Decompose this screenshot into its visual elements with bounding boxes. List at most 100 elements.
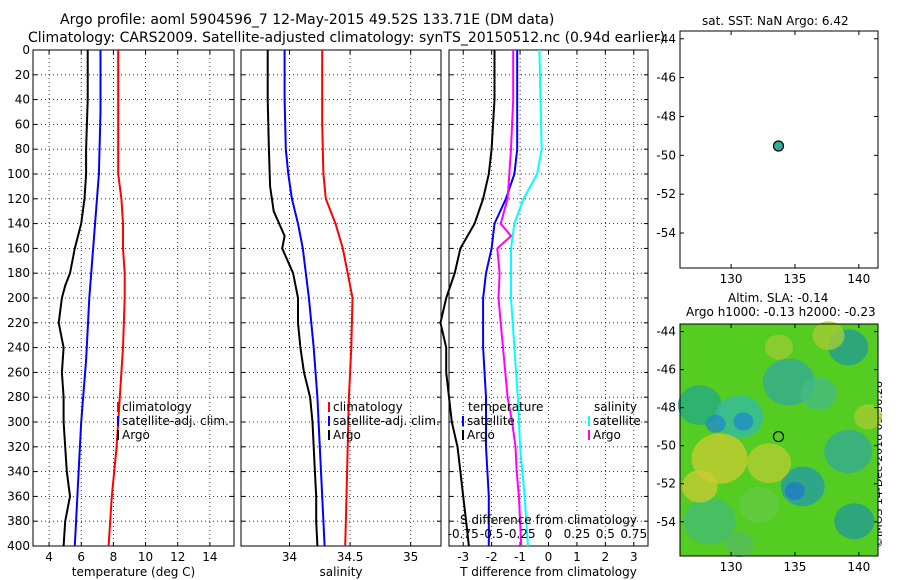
diff-s-tick-label: 0 [545, 527, 553, 541]
salinity-legend-label: satellite-adj. clim. [333, 414, 440, 428]
x-tick-label: -2 [486, 550, 498, 564]
diff-legend-salinity: salinity [594, 400, 637, 414]
sla-map-anomaly-blob [812, 321, 845, 350]
diff-s-tick-label: 0.5 [596, 527, 615, 541]
salinity-satellite-line [283, 50, 326, 547]
x-tick-label: 4 [45, 550, 53, 564]
x-tick-label: 0 [545, 550, 553, 564]
x-tick-label: 2 [602, 550, 610, 564]
diff-s-axis-label: S difference from climatology [460, 513, 637, 527]
y-tick-label: 0 [22, 43, 30, 57]
sst-map-y-tick-label: -50 [656, 148, 676, 162]
sla-map-anomaly-blob [733, 412, 754, 431]
sla-map-argo-point [772, 430, 785, 443]
sla-map-y-tick-label: -54 [656, 515, 676, 529]
y-tick-label: 220 [7, 316, 30, 330]
y-tick-label: 100 [7, 167, 30, 181]
title-line-2: Climatology: CARS2009. Satellite-adjuste… [28, 30, 666, 46]
salinity-legend-label: Argo [333, 428, 361, 442]
sst-map-y-tick-label: -52 [656, 187, 676, 201]
temperature-argo-line [57, 50, 89, 547]
sst-map-argo-point [772, 140, 785, 152]
diff-t-satellite-line [482, 50, 519, 546]
sst-map-y-tick-label: -54 [656, 226, 676, 240]
x-tick-label: 8 [110, 550, 118, 564]
diff-s-satellite-line [510, 49, 543, 547]
x-axis-label: salinity [319, 565, 362, 579]
x-tick-label: 6 [77, 550, 85, 564]
sla-map-anomaly-blob [854, 404, 883, 430]
temperature-climatology-line [107, 50, 126, 547]
x-tick-label: 3 [630, 550, 638, 564]
y-tick-label: 40 [15, 93, 30, 107]
diff-s-tick-label: -0.5 [480, 527, 503, 541]
temperature-legend-label: satellite-adj. clim. [122, 414, 229, 428]
diff-legend-t-argo: Argo [467, 428, 495, 442]
diff-legend-temperature: temperature [468, 400, 543, 414]
sla-map-x-tick-label: 130 [720, 560, 743, 574]
y-tick-label: 300 [7, 415, 30, 429]
sla-map-y-tick-label: -52 [656, 477, 676, 491]
sla-title: Altim. SLA: -0.14 [728, 291, 829, 305]
x-tick-label: 14 [202, 550, 217, 564]
y-tick-label: 160 [7, 241, 30, 255]
diff-s-tick-label: 0.25 [564, 527, 591, 541]
y-tick-label: 140 [7, 217, 30, 231]
y-tick-label: 80 [15, 142, 30, 156]
diff-legend-s-argo: Argo [593, 428, 621, 442]
sst-map-x-tick-label: 135 [784, 272, 807, 286]
salinity-argo-line [266, 50, 319, 547]
argo-h-title: Argo h1000: -0.13 h2000: -0.23 [686, 305, 876, 319]
sla-map-x-tick-label: 140 [847, 560, 870, 574]
sla-map-anomaly-blob [784, 482, 805, 501]
sla-map-y-tick-label: -50 [656, 439, 676, 453]
salinity-climatology-line [321, 50, 354, 547]
temperature-legend-label: climatology [122, 400, 192, 414]
diff-s-argo-line [496, 50, 523, 547]
diff-s-tick-label: -0.75 [448, 527, 479, 541]
x-axis-label: T difference from climatology [459, 565, 637, 579]
title-line-1: Argo profile: aoml 5904596_7 12-May-2015… [60, 12, 555, 28]
diff-s-tick-label: 0.75 [620, 527, 647, 541]
sla-map-y-tick-label: -46 [656, 363, 676, 377]
x-tick-label: 12 [170, 550, 185, 564]
y-tick-label: 340 [7, 465, 30, 479]
diff-legend-t-satellite: satellite [467, 414, 515, 428]
y-tick-label: 200 [7, 291, 30, 305]
x-tick-label: 1 [573, 550, 581, 564]
sst-map-y-tick-label: -46 [656, 71, 676, 85]
y-tick-label: 260 [7, 365, 30, 379]
diff-t-argo-line [439, 50, 496, 547]
diff-s-tick-label: -0.25 [505, 527, 536, 541]
sla-map-anomaly-blob [739, 486, 780, 523]
sla-map-anomaly-blob [705, 414, 726, 433]
temperature-legend-label: Argo [122, 428, 150, 442]
sla-map-frame [679, 323, 879, 557]
sla-map-y-tick-label: -44 [656, 325, 676, 339]
sst-map-frame [679, 30, 879, 269]
sst-title: sat. SST: NaN Argo: 6.42 [702, 14, 849, 28]
sla-map-anomaly-blob [681, 470, 718, 503]
x-axis-label: temperature (deg C) [72, 565, 195, 579]
salinity-legend-label: climatology [333, 400, 403, 414]
sst-map-x-tick-label: 130 [720, 272, 743, 286]
diff-legend-s-satellite: satellite [593, 414, 641, 428]
x-tick-label: 34.5 [337, 550, 364, 564]
sla-map-x-tick-label: 135 [784, 560, 807, 574]
sla-map-anomaly-blob [800, 377, 837, 410]
x-tick-label: -1 [514, 550, 526, 564]
y-tick-label: 180 [7, 266, 30, 280]
sla-map-anomaly-blob [725, 531, 754, 558]
y-tick-label: 400 [7, 539, 30, 553]
y-tick-label: 380 [7, 514, 30, 528]
y-tick-label: 280 [7, 390, 30, 404]
sst-map-x-tick-label: 140 [847, 272, 870, 286]
y-tick-label: 120 [7, 192, 30, 206]
y-tick-label: 20 [15, 68, 30, 82]
sla-map-anomaly-blob [747, 443, 792, 484]
y-tick-label: 240 [7, 341, 30, 355]
sla-map-y-tick-label: -48 [656, 401, 676, 415]
x-tick-label: -3 [457, 550, 469, 564]
sla-map-anomaly-blob [765, 334, 793, 360]
